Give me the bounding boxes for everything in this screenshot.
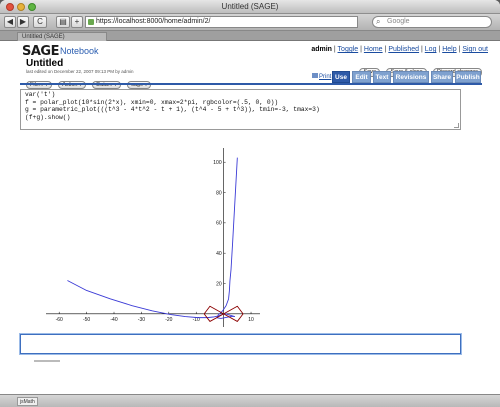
series-line bbox=[203, 305, 244, 322]
nav-link-home[interactable]: Home bbox=[363, 46, 383, 53]
y-tick-label: 80 bbox=[216, 190, 222, 196]
status-bar: jsMath bbox=[0, 394, 500, 407]
back-button[interactable]: ◀ bbox=[4, 16, 16, 28]
forward-button[interactable]: ▶ bbox=[17, 16, 29, 28]
zoom-window-icon[interactable] bbox=[28, 3, 36, 11]
window-title: Untitled (SAGE) bbox=[221, 2, 279, 11]
plus-icon: + bbox=[74, 17, 80, 26]
code-cell-input[interactable]: var('t') f = polar_plot(10*sin(2*x), xmin… bbox=[20, 89, 461, 130]
plot-output: -60 -50 -40 -30 -20 -10 10 20 40 60 80 100 bbox=[46, 148, 260, 327]
data-menu[interactable]: Data... ▾ bbox=[92, 81, 121, 89]
last-edited-info: last edited on December 22, 2007 09:13 P… bbox=[26, 69, 134, 74]
tab-underline bbox=[20, 83, 482, 85]
user-nav: admin | Toggle | Home | Published | Log … bbox=[311, 46, 488, 53]
code-line: g = parametric_plot(((t^3 - 4*t^2 - t + … bbox=[25, 106, 320, 114]
y-tick-label: 100 bbox=[213, 160, 222, 166]
action-menu-label: Action bbox=[62, 82, 78, 88]
back-arrow-icon: ◀ bbox=[6, 17, 14, 26]
nav-link-help[interactable]: Help bbox=[442, 46, 457, 53]
tab-text[interactable]: Text bbox=[373, 71, 391, 83]
tab-use[interactable]: Use bbox=[332, 71, 350, 83]
notebook-page: SAGE Notebook admin | Toggle | Home | Pu… bbox=[0, 41, 500, 394]
search-placeholder: Google bbox=[387, 18, 410, 25]
search-input[interactable]: ⌕ Google bbox=[372, 16, 492, 28]
printer-icon: ▤ bbox=[59, 17, 67, 26]
x-tick-label: -60 bbox=[56, 317, 63, 323]
system-menu-label: sage bbox=[131, 82, 144, 88]
tab-publish[interactable]: Publish bbox=[455, 71, 481, 83]
title-bar: Untitled (SAGE) bbox=[0, 0, 500, 14]
reload-icon: C bbox=[37, 17, 43, 26]
x-tick-label: -20 bbox=[165, 317, 172, 323]
reload-button[interactable]: C bbox=[33, 16, 47, 28]
tab-share[interactable]: Share bbox=[431, 71, 453, 83]
data-menu-label: Data... bbox=[96, 82, 113, 88]
x-tick-label: -50 bbox=[83, 317, 90, 323]
code-line: f = polar_plot(10*sin(2*x), xmin=0, xmax… bbox=[25, 98, 279, 106]
series-line bbox=[67, 157, 238, 319]
tab-edit[interactable]: Edit bbox=[352, 71, 371, 83]
print-icon bbox=[312, 73, 318, 78]
username: admin bbox=[311, 46, 332, 53]
site-icon bbox=[88, 19, 94, 25]
print-page-button[interactable]: ▤ bbox=[56, 16, 70, 28]
worksheet-menus: File... ▾ Action ▾ Data... ▾ sage ▾ bbox=[26, 73, 153, 91]
nav-link-published[interactable]: Published bbox=[388, 46, 420, 53]
search-icon: ⌕ bbox=[376, 17, 381, 26]
forward-arrow-icon: ▶ bbox=[19, 17, 27, 26]
minimize-window-icon[interactable] bbox=[17, 3, 25, 11]
tab-revisions[interactable]: Revisions bbox=[393, 71, 429, 83]
y-tick-label: 60 bbox=[216, 221, 222, 227]
x-tick-label: -30 bbox=[138, 317, 145, 323]
browser-toolbar: ◀ ▶ C ▤ + https://localhost:8000/home/ad… bbox=[0, 14, 500, 31]
y-tick-label: 40 bbox=[216, 251, 222, 257]
code-line: (f+g).show() bbox=[25, 113, 71, 121]
nav-link-toggle[interactable]: Toggle bbox=[337, 46, 359, 53]
worksheet-title[interactable]: Untitled bbox=[26, 58, 64, 69]
browser-tab[interactable]: Untitled (SAGE) bbox=[17, 32, 107, 41]
y-tick-label: 20 bbox=[216, 281, 222, 287]
nav-link-log[interactable]: Log bbox=[424, 46, 437, 53]
sage-logo: SAGE bbox=[22, 44, 59, 59]
x-tick-label: 10 bbox=[248, 317, 254, 323]
x-tick-label: -40 bbox=[110, 317, 117, 323]
system-menu[interactable]: sage ▾ bbox=[127, 81, 152, 89]
print-label: Print bbox=[319, 74, 332, 80]
status-text: jsMath bbox=[17, 397, 38, 406]
file-menu[interactable]: File... ▾ bbox=[26, 81, 52, 89]
add-bookmark-button[interactable]: + bbox=[71, 16, 83, 28]
code-line: var('t') bbox=[25, 91, 56, 98]
resize-grip-icon[interactable] bbox=[454, 123, 459, 128]
x-tick-label: -10 bbox=[193, 317, 200, 323]
file-menu-label: File... bbox=[30, 82, 44, 88]
print-link[interactable]: Print bbox=[312, 73, 331, 80]
close-window-icon[interactable] bbox=[6, 3, 14, 11]
action-menu[interactable]: Action ▾ bbox=[58, 81, 86, 89]
new-cell-input[interactable] bbox=[20, 334, 461, 354]
notebook-label: Notebook bbox=[60, 46, 99, 56]
address-bar[interactable]: https://localhost:8000/home/admin/2/ bbox=[85, 16, 358, 28]
browser-tab-bar: Untitled (SAGE) bbox=[0, 31, 500, 41]
nav-link-sign-out[interactable]: Sign out bbox=[462, 46, 488, 53]
address-text: https://localhost:8000/home/admin/2/ bbox=[96, 18, 211, 25]
cell-separator bbox=[34, 360, 60, 362]
